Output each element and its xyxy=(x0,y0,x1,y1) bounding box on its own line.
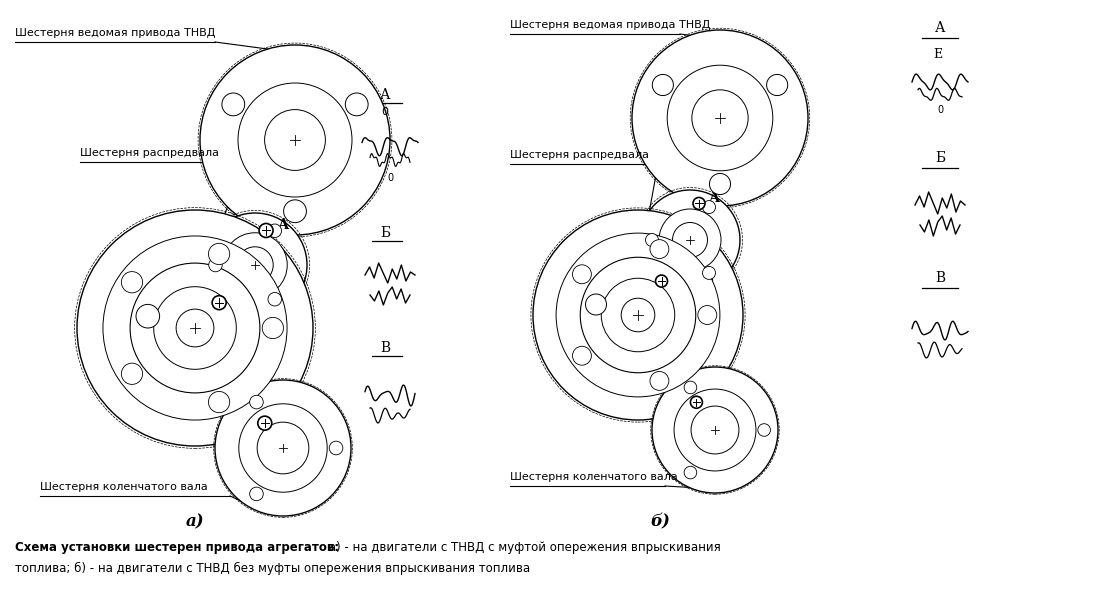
Text: Схема установки шестерен привода агрегатов:: Схема установки шестерен привода агрегат… xyxy=(15,541,339,554)
Circle shape xyxy=(283,200,306,222)
Circle shape xyxy=(121,272,142,293)
Text: 0: 0 xyxy=(387,173,393,183)
Circle shape xyxy=(77,210,313,446)
Circle shape xyxy=(257,422,309,474)
Circle shape xyxy=(672,222,707,257)
Text: б): б) xyxy=(650,514,670,531)
Circle shape xyxy=(102,236,287,420)
Text: 0: 0 xyxy=(937,105,943,115)
Circle shape xyxy=(250,487,263,500)
Circle shape xyxy=(268,292,281,306)
Circle shape xyxy=(667,65,773,171)
Circle shape xyxy=(758,424,770,436)
Circle shape xyxy=(329,441,343,455)
Circle shape xyxy=(176,309,214,347)
Text: Б: Б xyxy=(702,272,713,286)
Circle shape xyxy=(692,90,748,146)
Circle shape xyxy=(153,286,236,369)
Text: Шестерня коленчатого вала: Шестерня коленчатого вала xyxy=(40,482,208,492)
Circle shape xyxy=(258,416,272,430)
Circle shape xyxy=(581,257,695,373)
Circle shape xyxy=(208,243,229,264)
Circle shape xyxy=(572,346,592,365)
Text: В: В xyxy=(305,421,316,435)
Circle shape xyxy=(557,233,720,397)
Text: Шестерня ведомая привода ТНВД: Шестерня ведомая привода ТНВД xyxy=(510,20,711,30)
Text: А: А xyxy=(709,192,721,205)
Text: В: В xyxy=(380,341,390,355)
Circle shape xyxy=(262,317,283,339)
Circle shape xyxy=(136,304,160,328)
Circle shape xyxy=(622,298,655,332)
Circle shape xyxy=(572,265,592,283)
Circle shape xyxy=(698,305,716,324)
Text: Б: Б xyxy=(934,151,946,165)
Text: В: В xyxy=(934,271,946,285)
Circle shape xyxy=(691,396,702,408)
Text: 0: 0 xyxy=(381,107,389,117)
Text: Б: Б xyxy=(264,296,276,310)
Circle shape xyxy=(250,396,263,409)
Circle shape xyxy=(602,278,674,352)
Circle shape xyxy=(585,294,606,315)
Text: А: А xyxy=(934,21,946,35)
Circle shape xyxy=(691,406,739,454)
Circle shape xyxy=(702,200,715,213)
Circle shape xyxy=(223,233,288,297)
Text: Е: Е xyxy=(933,49,942,62)
Circle shape xyxy=(702,266,715,279)
Circle shape xyxy=(533,210,743,420)
Circle shape xyxy=(268,224,281,238)
Circle shape xyxy=(199,45,390,235)
Circle shape xyxy=(208,391,229,413)
Circle shape xyxy=(213,296,226,310)
Text: Шестерня ведомая привода ТНВД: Шестерня ведомая привода ТНВД xyxy=(15,28,215,38)
Circle shape xyxy=(633,30,808,206)
Circle shape xyxy=(345,93,368,116)
Text: топлива; б) - на двигатели с ТНВД без муфты опережения впрыскивания топлива: топлива; б) - на двигатели с ТНВД без му… xyxy=(15,562,530,575)
Circle shape xyxy=(650,240,669,259)
Circle shape xyxy=(652,75,673,95)
Circle shape xyxy=(640,190,741,290)
Text: Шестерня коленчатого вала: Шестерня коленчатого вала xyxy=(510,472,678,482)
Circle shape xyxy=(222,93,245,116)
Circle shape xyxy=(237,247,273,283)
Circle shape xyxy=(684,381,696,394)
Circle shape xyxy=(656,275,668,287)
Text: а) - на двигатели с ТНВД с муфтой опережения впрыскивания: а) - на двигатели с ТНВД с муфтой опереж… xyxy=(325,541,721,554)
Circle shape xyxy=(215,380,352,516)
Circle shape xyxy=(130,263,260,393)
Circle shape xyxy=(239,404,327,492)
Text: Б: Б xyxy=(380,226,390,240)
Circle shape xyxy=(264,110,325,170)
Text: Шестерня распредвала: Шестерня распредвала xyxy=(510,150,649,160)
Text: А: А xyxy=(380,88,390,102)
Circle shape xyxy=(674,389,756,471)
Circle shape xyxy=(659,209,721,271)
Circle shape xyxy=(259,224,273,237)
Circle shape xyxy=(650,371,669,390)
Text: Шестерня распредвала: Шестерня распредвала xyxy=(80,148,219,158)
Circle shape xyxy=(203,213,307,317)
Text: В: В xyxy=(734,400,746,415)
Circle shape xyxy=(693,197,705,209)
Circle shape xyxy=(684,466,696,479)
Circle shape xyxy=(652,367,778,493)
Circle shape xyxy=(646,234,659,247)
Text: А: А xyxy=(278,218,290,232)
Circle shape xyxy=(208,258,223,272)
Circle shape xyxy=(710,173,731,195)
Text: а): а) xyxy=(186,514,204,531)
Circle shape xyxy=(238,83,352,197)
Circle shape xyxy=(767,75,788,95)
Circle shape xyxy=(121,363,142,384)
